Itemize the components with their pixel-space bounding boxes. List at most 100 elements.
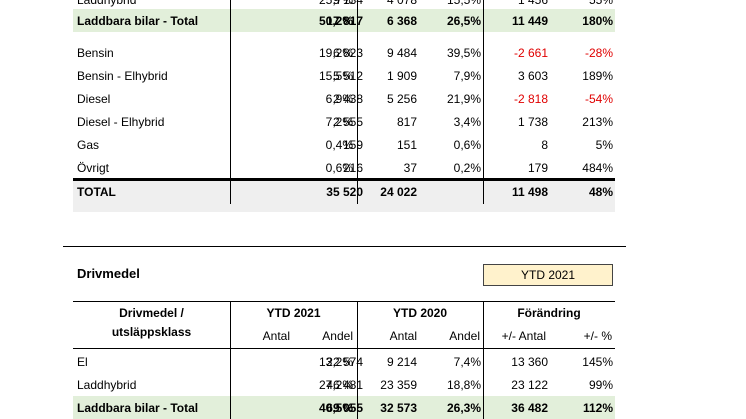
cell-change-pct: 55%	[553, 0, 613, 11]
cell-change-antal: 1 456	[473, 0, 548, 11]
cell-andel-2021: 19,2%	[318, 45, 353, 60]
cell-andel-2020: 0,2%	[453, 160, 481, 175]
header-andel-2020: Andel	[449, 329, 480, 343]
cell-andel-2020: 7,4%	[453, 354, 481, 369]
cell-change-pct: 180%	[582, 13, 613, 28]
column-divider	[230, 301, 231, 419]
cell-andel-2020: 3,4%	[453, 114, 481, 129]
cell-change-pct: 99%	[588, 377, 613, 392]
header-bottom-border	[73, 348, 615, 349]
cell-andel-2021: 15,5%	[318, 68, 353, 83]
table-row: Diesel - Elhybrid 2 555 7,2% 817 3,4% 1 738 21…	[73, 110, 615, 133]
cell-change-antal: 36 482	[511, 400, 548, 415]
header-label-line1: Drivmedel /	[119, 306, 184, 320]
cell-change-pct: 112%	[582, 400, 613, 415]
cell-antal-2021: 2 438	[332, 91, 363, 106]
cell-change-pct: 189%	[582, 68, 613, 83]
cell-andel-2020: 26,5%	[446, 13, 481, 28]
table-row: Diesel 2 438 6,9% 5 256 21,9% -2 818 -54%	[73, 87, 615, 110]
row-label: Gas	[77, 137, 100, 152]
cell-antal-2020: 151	[396, 137, 417, 152]
cell-andel-2020: 26,3%	[446, 400, 481, 415]
column-divider	[483, 301, 484, 419]
cell-change-pct: 48%	[588, 185, 613, 199]
cell-andel-2021: 27,2%	[318, 377, 353, 392]
header-label-line2: utsläppsklass	[111, 325, 192, 339]
table-row: El 22 574 13,2% 9 214 7,4% 13 360 145%	[73, 350, 615, 373]
cell-change-pct: 145%	[582, 354, 613, 369]
table-row-total-chargeable: Laddbara bilar - Total 17 817 50,2% 6 36…	[73, 9, 615, 32]
table-row: Laddhybrid 46 481 27,2% 23 359 18,8% 23 122 99…	[73, 373, 615, 396]
row-label: Diesel - Elhybrid	[77, 114, 165, 129]
cell-andel-2021: 13,2%	[318, 354, 353, 369]
cell-change-pct: 484%	[582, 160, 613, 175]
cell-antal-2020: 37	[403, 160, 417, 175]
cell-change-antal: 23 122	[511, 377, 548, 392]
table-row: Övrigt 216 0,6% 37 0,2% 179 484%	[73, 156, 615, 179]
header-change-pct: +/- %	[583, 329, 612, 343]
header-antal-2021: Antal	[262, 329, 290, 343]
row-label: Laddbara bilar - Total	[77, 13, 199, 28]
cell-antal-2020: 4 078	[331, 0, 417, 11]
cell-antal-2021: 5 512	[332, 68, 363, 83]
cell-change-pct: 5%	[595, 137, 613, 152]
cell-change-antal: -2 818	[513, 91, 548, 106]
cell-andel-2021: 0,4%	[325, 137, 353, 152]
row-label: Laddhybrid	[77, 377, 137, 392]
cell-change-antal: 13 360	[511, 354, 548, 369]
cell-antal-2021: 69 055	[326, 400, 363, 415]
cell-antal-2020: 817	[396, 114, 417, 129]
header-andel-2021: Andel	[322, 329, 353, 343]
cell-change-antal: -2 661	[513, 45, 548, 60]
header-antal-2020: Antal	[389, 329, 417, 343]
cell-antal-2021: 9 134	[231, 0, 363, 11]
cell-antal-2020: 32 573	[380, 400, 417, 415]
period-selector[interactable]: YTD 2021	[483, 264, 613, 286]
cell-antal-2020: 24 022	[380, 185, 417, 199]
table-row-grand-total: TOTAL 35 520 24 022 11 498 48%	[73, 178, 615, 212]
column-divider	[230, 0, 231, 204]
row-label: Bensin - Elhybrid	[77, 68, 168, 83]
row-label: TOTAL	[77, 185, 116, 199]
cell-andel-2021: 40,5%	[318, 400, 353, 415]
cell-andel-2021: 7,2%	[325, 114, 353, 129]
row-label: Laddbara bilar - Total	[77, 400, 199, 415]
row-label: Bensin	[77, 45, 114, 60]
cell-andel-2020: 39,5%	[446, 45, 481, 60]
cell-andel-2020: 21,9%	[446, 91, 481, 106]
section-title: Drivmedel	[77, 266, 140, 281]
cell-antal-2020: 9 214	[386, 354, 417, 369]
cell-antal-2021: 17 817	[326, 13, 363, 28]
cell-andel-2021: 25,7%	[287, 0, 353, 11]
cell-antal-2021: 46 481	[326, 377, 363, 392]
cell-antal-2020: 5 256	[386, 91, 417, 106]
cell-andel-2020: 18,8%	[446, 377, 481, 392]
cell-change-antal: 1 738	[517, 114, 548, 129]
cell-change-pct: -54%	[584, 91, 613, 106]
cell-andel-2021: 0,6%	[325, 160, 353, 175]
cell-antal-2020: 23 359	[380, 377, 417, 392]
row-label: El	[77, 354, 88, 369]
cell-antal-2021: 22 574	[326, 354, 363, 369]
table-row-total-chargeable: Laddbara bilar - Total 69 055 40,5% 32 5…	[73, 396, 615, 419]
column-divider	[357, 0, 358, 204]
cell-change-antal: 11 449	[511, 13, 548, 28]
header-change-antal: +/- Antal	[501, 329, 546, 343]
row-label: Diesel	[77, 91, 111, 106]
cell-andel-2020: 7,9%	[453, 68, 481, 83]
cell-change-pct: 213%	[582, 114, 613, 129]
cell-change-antal: 8	[541, 137, 548, 152]
cell-antal-2020: 9 484	[386, 45, 417, 60]
header-top-border	[73, 301, 615, 302]
cell-change-pct: -28%	[584, 45, 613, 60]
cell-andel-2021: 6,9%	[325, 91, 353, 106]
cell-andel-2020: 0,6%	[453, 137, 481, 152]
header-group-change: Förändring	[517, 306, 581, 320]
table-row: Bensin 6 823 19,2% 9 484 39,5% -2 661 -28%	[73, 41, 615, 64]
cell-antal-2020: 6 368	[386, 13, 417, 28]
table-row-partial: Laddhybrid 9 134 25,7% 4 078 15,5% 1 456…	[73, 0, 615, 11]
cell-antal-2021: 2 555	[332, 114, 363, 129]
table-row: Gas 159 0,4% 151 0,6% 8 5%	[73, 133, 615, 156]
column-divider	[357, 301, 358, 419]
header-group-ytd2020: YTD 2020	[392, 306, 448, 320]
